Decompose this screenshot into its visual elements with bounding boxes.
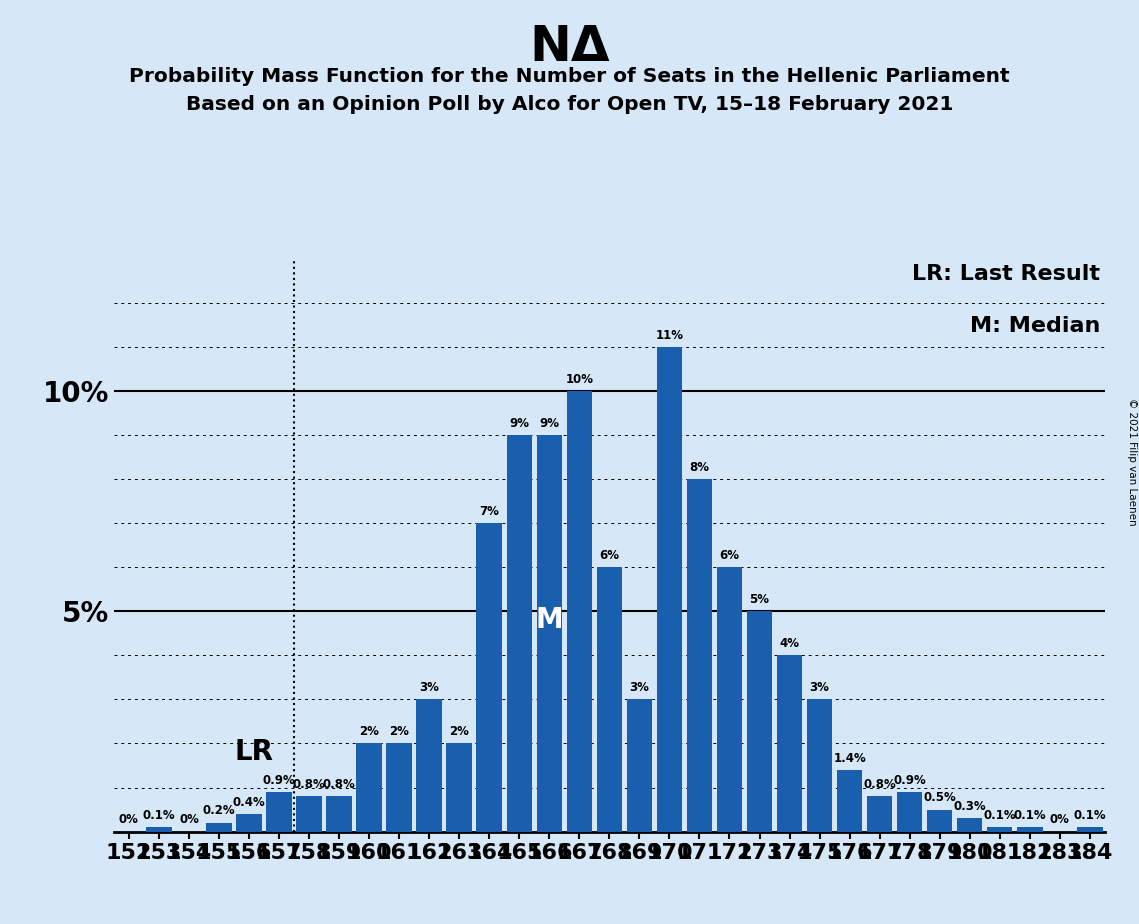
Text: LR: Last Result: LR: Last Result <box>912 264 1100 285</box>
Bar <box>446 744 472 832</box>
Text: 1.4%: 1.4% <box>834 751 866 765</box>
Bar <box>206 822 231 832</box>
Text: 3%: 3% <box>630 681 649 694</box>
Text: 2%: 2% <box>390 725 409 738</box>
Bar <box>687 479 712 832</box>
Text: 0%: 0% <box>1050 813 1070 826</box>
Text: 2%: 2% <box>449 725 469 738</box>
Bar <box>867 796 892 832</box>
Text: 0.5%: 0.5% <box>924 791 956 804</box>
Bar <box>566 391 592 832</box>
Bar <box>597 567 622 832</box>
Text: 0.8%: 0.8% <box>863 778 896 791</box>
Text: 0%: 0% <box>179 813 199 826</box>
Bar <box>507 435 532 832</box>
Text: 0.1%: 0.1% <box>1073 808 1106 822</box>
Text: 0.2%: 0.2% <box>203 805 236 818</box>
Bar <box>837 770 862 832</box>
Bar <box>1017 827 1042 832</box>
Text: 0.8%: 0.8% <box>322 778 355 791</box>
Text: 0.1%: 0.1% <box>1014 808 1046 822</box>
Bar <box>626 699 653 832</box>
Bar <box>988 827 1013 832</box>
Text: 0.8%: 0.8% <box>293 778 326 791</box>
Text: 6%: 6% <box>720 549 739 562</box>
Text: 2%: 2% <box>359 725 379 738</box>
Bar <box>296 796 322 832</box>
Bar <box>146 827 172 832</box>
Text: LR: LR <box>233 738 273 766</box>
Bar <box>357 744 382 832</box>
Text: 0.1%: 0.1% <box>983 808 1016 822</box>
Text: M: Median: M: Median <box>969 316 1100 336</box>
Bar <box>957 819 983 832</box>
Text: 0.9%: 0.9% <box>893 773 926 786</box>
Text: 3%: 3% <box>810 681 829 694</box>
Text: 9%: 9% <box>539 417 559 430</box>
Text: 0.9%: 0.9% <box>263 773 295 786</box>
Bar <box>327 796 352 832</box>
Bar <box>806 699 833 832</box>
Text: 9%: 9% <box>509 417 530 430</box>
Bar <box>1077 827 1103 832</box>
Bar <box>896 792 923 832</box>
Bar <box>536 435 562 832</box>
Bar <box>747 612 772 832</box>
Bar <box>657 346 682 832</box>
Text: 8%: 8% <box>689 461 710 474</box>
Text: 0.3%: 0.3% <box>953 800 986 813</box>
Text: 4%: 4% <box>779 637 800 650</box>
Text: 10%: 10% <box>565 372 593 385</box>
Text: © 2021 Filip van Laenen: © 2021 Filip van Laenen <box>1126 398 1137 526</box>
Bar <box>927 809 952 832</box>
Bar <box>267 792 292 832</box>
Text: 0%: 0% <box>118 813 139 826</box>
Text: Based on an Opinion Poll by Alco for Open TV, 15–18 February 2021: Based on an Opinion Poll by Alco for Ope… <box>186 95 953 115</box>
Text: 3%: 3% <box>419 681 440 694</box>
Text: M: M <box>535 606 563 634</box>
Text: Probability Mass Function for the Number of Seats in the Hellenic Parliament: Probability Mass Function for the Number… <box>129 67 1010 86</box>
Bar <box>417 699 442 832</box>
Bar <box>386 744 412 832</box>
Text: 7%: 7% <box>480 505 499 517</box>
Text: 0.1%: 0.1% <box>142 808 175 822</box>
Text: 6%: 6% <box>599 549 620 562</box>
Bar <box>476 523 502 832</box>
Text: NΔ: NΔ <box>530 23 609 71</box>
Bar <box>716 567 743 832</box>
Bar <box>777 655 802 832</box>
Text: 0.4%: 0.4% <box>232 796 265 808</box>
Bar <box>236 814 262 832</box>
Text: 5%: 5% <box>749 593 770 606</box>
Text: 11%: 11% <box>655 329 683 342</box>
